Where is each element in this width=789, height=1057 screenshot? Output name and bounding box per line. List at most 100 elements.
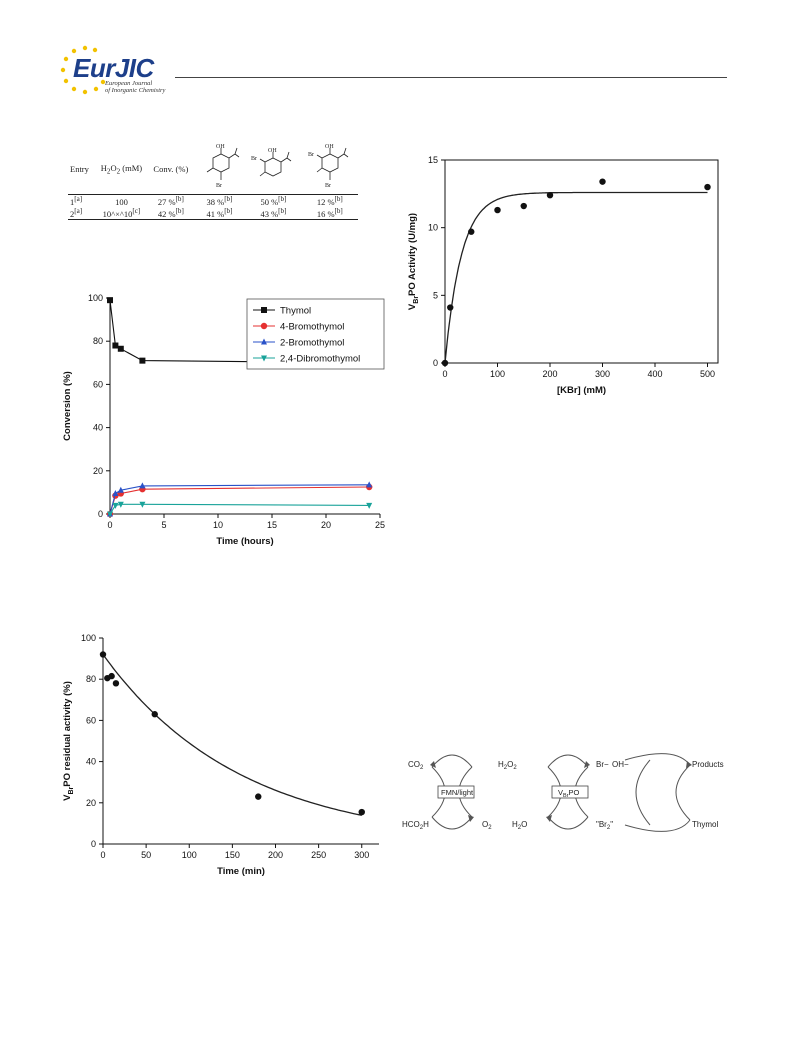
y-axis-label: Conversion (%) <box>62 371 73 441</box>
scheme-o2: O2 <box>482 820 492 831</box>
vbrpo-box <box>551 785 589 799</box>
legend-box <box>246 298 385 370</box>
y-tick-label: 10 <box>428 223 438 233</box>
journal-logo: EurJIC European Journal of Inorganic Che… <box>55 40 190 100</box>
x-tick-label: 20 <box>321 520 331 530</box>
logo-wordmark: EurJIC <box>73 53 154 83</box>
x-tick-label: 250 <box>311 850 326 860</box>
data-point <box>447 304 454 311</box>
x-tick-label: 15 <box>267 520 277 530</box>
y-tick-label: 40 <box>86 757 96 767</box>
x-tick-label: 200 <box>542 369 557 379</box>
col-entry: Entry <box>68 144 95 195</box>
data-point <box>255 793 262 800</box>
scheme-h2o2: H2O2 <box>498 760 517 771</box>
x-tick-label: 0 <box>107 520 112 530</box>
x-tick-label: 200 <box>268 850 283 860</box>
series-point <box>107 297 113 304</box>
fit-curve <box>102 654 362 817</box>
legend-marker <box>261 307 267 313</box>
svg-text:Br: Br <box>216 183 222 189</box>
data-point <box>468 228 475 235</box>
scheme-br2: "Br2" <box>596 820 613 831</box>
scheme-co2: CO2 <box>408 760 424 771</box>
2-4-dibromothymol-structure-icon: OH Br Br <box>308 144 349 189</box>
cell-conv: 42 %[b] <box>148 206 194 220</box>
scheme-br-minus: Br− <box>596 760 609 769</box>
svg-text:Br: Br <box>251 156 257 162</box>
y-tick-label: 20 <box>93 466 103 476</box>
x-axis-label: [KBr] (mM) <box>557 385 606 396</box>
legend-label: 2,4-Dibromothymol <box>280 354 360 365</box>
table-row: 2[a] 10^×^10[c] 42 %[b] 41 %[b] 43 %[b] … <box>68 206 358 220</box>
x-tick-label: 10 <box>213 520 223 530</box>
arc-top-1 <box>431 754 473 768</box>
scheme-thymol: Thymol <box>692 820 718 829</box>
data-point <box>599 178 606 185</box>
x-tick-label: 300 <box>354 850 369 860</box>
series-point <box>139 357 146 364</box>
y-axis-label: VBrPO residual activity (%) <box>62 681 75 801</box>
x-axis-label: Time (min) <box>217 866 265 877</box>
2-bromothymol-structure-icon: OH Br <box>251 148 292 177</box>
series-point <box>107 511 113 518</box>
x-tick-label: 100 <box>182 850 197 860</box>
legend-label: 2-Bromothymol <box>280 338 344 349</box>
y-tick-label: 0 <box>433 358 438 368</box>
data-point <box>108 672 115 680</box>
x-tick-label: 400 <box>647 369 662 379</box>
plot-frame <box>444 159 719 364</box>
y-tick-label: 15 <box>428 155 438 165</box>
cell-entry: 1[a] <box>70 195 83 207</box>
cell-conv: 27 %[b] <box>157 195 184 207</box>
y-tick-label: 0 <box>91 839 96 849</box>
y-tick-label: 20 <box>86 798 96 808</box>
y-tick-label: 60 <box>86 715 96 725</box>
col-2-4-dibromothymol-structure: OH Br Br <box>301 144 358 195</box>
series-point <box>117 345 124 352</box>
col-h2o2: H2O2 (mM) <box>94 144 149 195</box>
x-tick-label: 0 <box>100 850 105 860</box>
data-point <box>494 206 501 214</box>
series-point <box>366 481 373 488</box>
series-point <box>117 486 124 493</box>
scheme-hco2h: HCO2H <box>402 820 429 831</box>
svg-text:OH: OH <box>268 148 277 154</box>
data-point <box>151 711 158 718</box>
x-tick-label: 500 <box>700 369 715 379</box>
x-tick-label: 300 <box>595 369 610 379</box>
y-tick-label: 60 <box>93 379 103 389</box>
data-point <box>441 359 449 367</box>
scheme-products: Products <box>692 760 724 769</box>
cell-product-2: 43 %[b] <box>245 206 302 220</box>
data-point <box>704 183 711 191</box>
col-2-bromothymol-structure: OH Br <box>245 144 302 195</box>
col-conv: Conv. (%) <box>148 144 194 195</box>
data-point <box>99 651 107 658</box>
svg-text:Br: Br <box>308 152 314 158</box>
x-tick-label: 0 <box>442 369 447 379</box>
x-tick-label: 5 <box>161 520 166 530</box>
cell-product-1: 38 %[b] <box>206 195 233 207</box>
arc-bottom-1 <box>431 816 473 830</box>
cell-product-2: 50 %[b] <box>260 195 287 207</box>
cell-product-1: 41 %[b] <box>193 206 246 220</box>
x-tick-label: 100 <box>490 369 505 379</box>
series-point <box>112 489 119 496</box>
y-tick-label: 80 <box>86 674 96 684</box>
cell-entry: 2[a] <box>68 206 95 220</box>
legend-label: 4-Bromothymol <box>280 322 344 333</box>
y-tick-label: 80 <box>93 336 103 346</box>
x-tick-label: 50 <box>141 850 151 860</box>
col-4-bromothymol-structure: OH Br <box>193 144 246 195</box>
cell-h2o2: 10^×^10[c] <box>94 206 149 220</box>
results-table: Entry H2O2 (mM) Conv. (%) OH Br OH Br <box>68 144 358 220</box>
data-point <box>520 202 527 210</box>
y-tick-label: 0 <box>98 509 103 519</box>
table-row: 1[a] 100 27 %[b] 38 %[b] 50 %[b] 12 %[b] <box>68 195 358 207</box>
legend-marker <box>261 338 267 345</box>
y-axis-label: VBrPO Activity (U/mg) <box>407 213 420 310</box>
